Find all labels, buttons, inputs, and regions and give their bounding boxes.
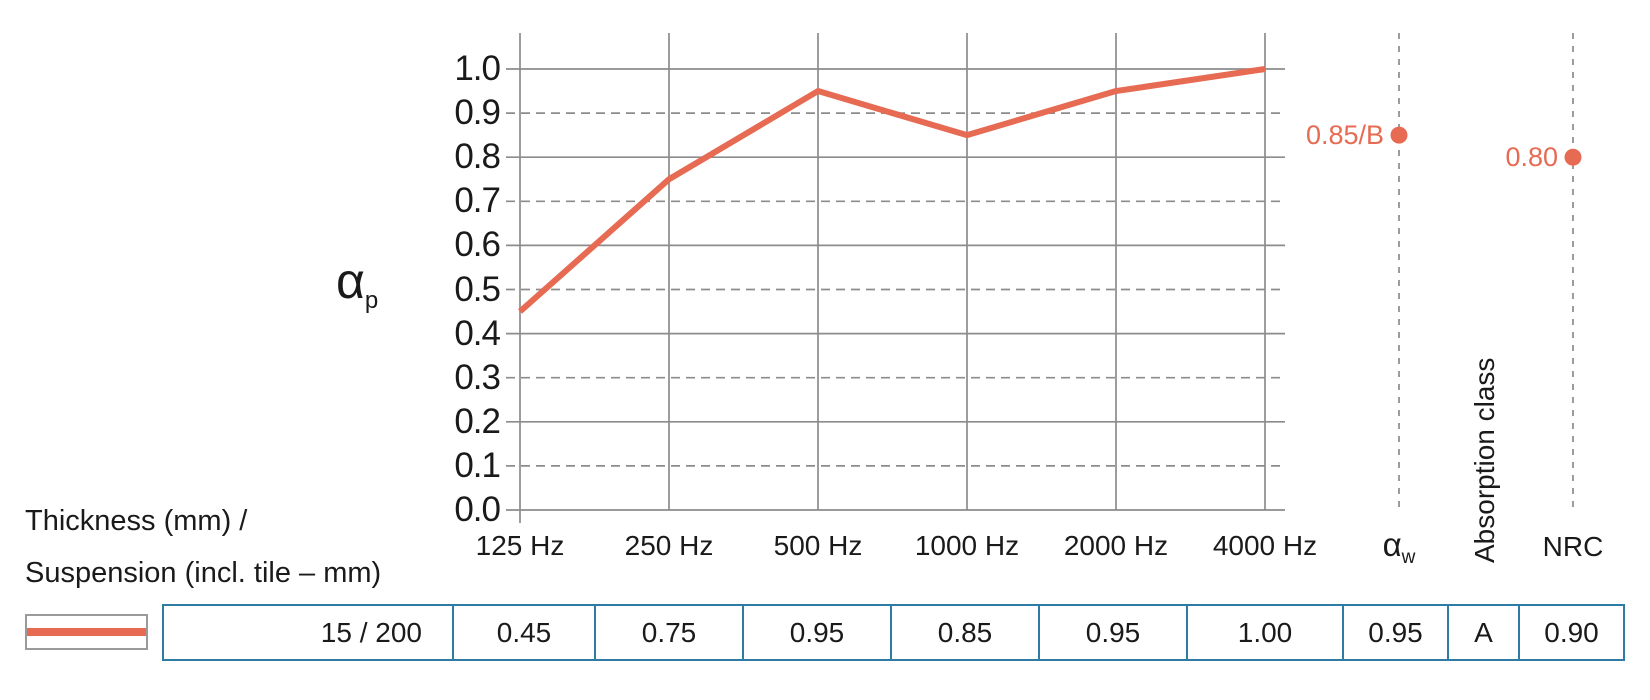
- y-axis-title-alpha-p: αp: [336, 253, 378, 313]
- alpha-glyph: α: [1382, 526, 1402, 563]
- x-axis-label-500Hz: 500 Hz: [773, 530, 863, 561]
- cell-2000hz: 0.95: [1038, 604, 1188, 661]
- alpha-w-subscript: w: [1401, 547, 1416, 568]
- cell-4000hz: 1.00: [1186, 604, 1344, 661]
- cell-nrc: 0.90: [1518, 604, 1625, 661]
- series-legend-line: [27, 628, 146, 636]
- y-axis-tick-label-0.4: 0.4: [454, 313, 501, 353]
- y-axis-tick-label-1.0: 1.0: [454, 49, 501, 88]
- x-axis-label-1000Hz: 1000 Hz: [914, 530, 1020, 561]
- y-axis-tick-label-0.8: 0.8: [454, 137, 501, 177]
- cell-125hz: 0.45: [452, 604, 596, 661]
- col-label-alpha-w: αw: [1357, 526, 1441, 568]
- y-axis-tick-label-0.0: 0.0: [454, 490, 501, 529]
- cell-1000hz: 0.85: [890, 604, 1040, 661]
- col-label-absorption-class: Absorption class: [1469, 357, 1500, 563]
- row-header-thickness-suspension: Thickness (mm) / Suspension (incl. tile …: [25, 495, 381, 599]
- alpha-p-subscript: p: [364, 287, 379, 314]
- alpha-glyph: α: [336, 253, 365, 309]
- y-axis-tick-label-0.5: 0.5: [454, 269, 501, 309]
- nrc-dot: [1564, 148, 1582, 166]
- cell-alpha-w: 0.95: [1342, 604, 1449, 661]
- cell-thickness-suspension: 15 / 200: [162, 604, 454, 661]
- x-axis-label-2000Hz: 2000 Hz: [1063, 530, 1169, 561]
- absorption-curve-15/200: [518, 66, 1266, 314]
- alpha-w-annotation: 0.85/B: [1306, 120, 1384, 150]
- y-axis-tick-label-0.3: 0.3: [454, 357, 501, 397]
- thickness-line2: Suspension (incl. tile – mm): [25, 557, 382, 589]
- y-axis-tick-label-0.2: 0.2: [454, 401, 501, 441]
- nrc-annotation: 0.80: [1505, 142, 1558, 172]
- y-axis-tick-label-0.7: 0.7: [454, 181, 501, 221]
- thickness-line1: Thickness (mm) /: [25, 505, 248, 537]
- x-axis-label-125Hz: 125 Hz: [475, 530, 565, 561]
- cell-500hz: 0.95: [742, 604, 892, 661]
- alpha-w-dot: [1390, 126, 1408, 144]
- y-axis-tick-label-0.1: 0.1: [454, 445, 501, 485]
- y-axis-tick-label-0.9: 0.9: [454, 93, 501, 133]
- x-axis-label-4000Hz: 4000 Hz: [1212, 530, 1318, 561]
- absorption-values-table: 15 / 200 0.45 0.75 0.95 0.85 0.95 1.00 0…: [162, 604, 1625, 661]
- cell-250hz: 0.75: [594, 604, 744, 661]
- y-axis-tick-label-0.6: 0.6: [454, 225, 501, 265]
- series-legend-swatch: [25, 614, 148, 650]
- x-axis-label-250Hz: 250 Hz: [624, 530, 714, 561]
- cell-absorption-class: A: [1447, 604, 1520, 661]
- col-label-nrc: NRC: [1542, 531, 1604, 562]
- table-row: 15 / 200 0.45 0.75 0.95 0.85 0.95 1.00 0…: [162, 604, 1625, 661]
